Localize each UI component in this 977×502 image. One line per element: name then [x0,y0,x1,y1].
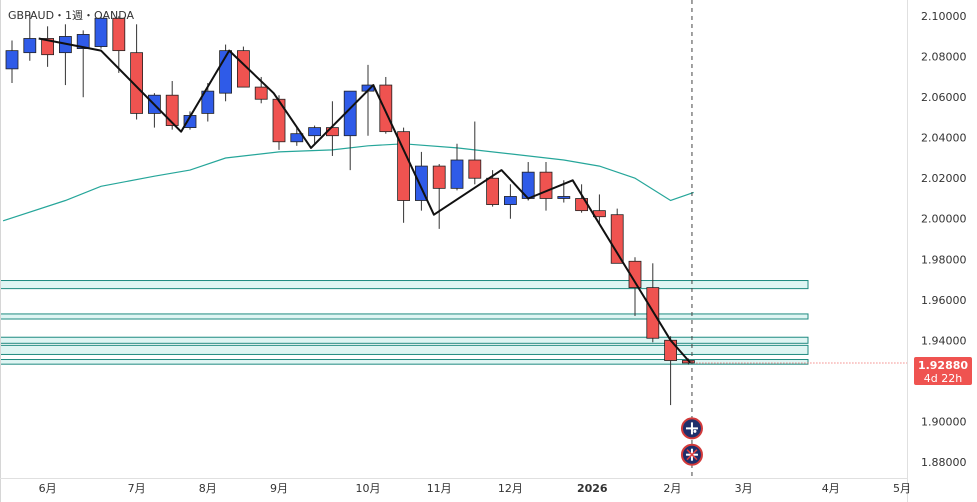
moving-average-line [2,143,694,222]
uk-flag-icon[interactable] [680,443,703,466]
y-tick-label: 1.88000 [921,456,967,469]
x-tick-label: 4月 [822,482,840,495]
x-tick-label: 12月 [498,482,523,495]
australia-flag-icon[interactable] [680,417,703,440]
candle-body [308,127,322,137]
candle-body [112,17,126,52]
markers [691,0,907,478]
x-tick-label: 6月 [39,482,57,495]
trend-line[interactable] [38,37,691,364]
chart-title: GBPAUD・1週・OANDA [8,9,135,22]
candle-body [539,171,553,199]
candle-body [41,38,54,56]
candle-body [610,214,624,264]
x-tick-label: 10月 [356,482,381,495]
event-marker-diag [686,449,698,461]
event-marker-star [693,429,697,433]
candle-body [379,84,393,133]
price-tag-price: 1.92880 [918,359,968,372]
candle-body [130,52,144,114]
x-tick-label: 11月 [427,482,452,495]
price-tag: 1.92880 4d 22h [914,356,972,385]
candle-body [432,165,446,189]
x-tick-label: 9月 [270,482,288,495]
candle-body [201,90,215,114]
candle-body [468,159,482,179]
candle-body [503,196,517,205]
y-tick-label: 1.96000 [921,294,967,307]
candle-body [664,339,677,361]
candle-body [5,50,19,70]
trend-polyline [38,37,691,364]
y-tick-label: 1.94000 [921,334,967,347]
y-tick-label: 2.02000 [921,172,967,185]
candle-body [290,133,304,143]
y-tick-label: 1.98000 [921,253,967,266]
x-tick-label: 5月 [893,482,911,495]
candle-body [23,38,37,54]
support-zone-rect [0,336,809,344]
x-tick-label: 2月 [663,482,681,495]
price-tag-background [914,356,972,385]
candle-body [254,86,268,100]
candle-body [414,165,428,201]
support-zone-rect [0,313,809,320]
x-tick-label: 7月 [128,482,146,495]
y-tick-label: 2.04000 [921,132,967,145]
candle-body [94,17,108,47]
candle-body [557,196,571,199]
price-tag-countdown: 4d 22h [924,372,962,385]
y-tick-label: 2.00000 [921,213,967,226]
support-zone-rect [0,359,809,365]
x-tick-label: 2026 [577,482,608,495]
support-zone-rect [0,344,809,355]
candle-body [628,260,642,289]
candle-body [486,177,500,205]
moving-average [2,143,694,222]
candle-body [397,131,411,201]
support-zones[interactable] [0,280,809,365]
support-zone-rect [0,280,809,290]
y-tick-label: 2.06000 [921,91,967,104]
y-tick-label: 2.10000 [921,10,967,23]
y-tick-label: 1.90000 [921,415,967,428]
x-tick-label: 3月 [735,482,753,495]
candle-body [76,34,90,50]
x-tick-label: 8月 [199,482,217,495]
candle-body [450,159,464,189]
candle-body [165,94,179,126]
event-markers[interactable] [680,417,703,466]
y-tick-label: 2.08000 [921,51,967,64]
